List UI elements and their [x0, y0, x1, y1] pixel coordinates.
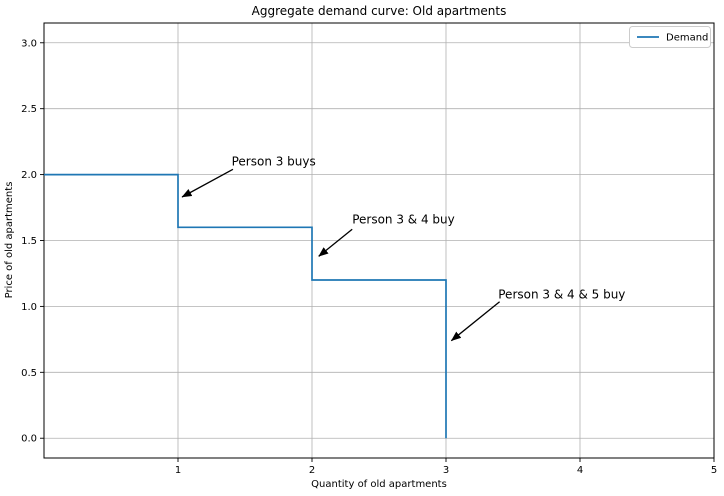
x-tick-label: 4	[577, 465, 583, 476]
annotation-arrow	[450, 301, 501, 342]
ticks-layer: 1 2 3 4 5 0.0 0.5 1.0 1.5 2.0 2.5 3.0	[21, 38, 717, 476]
demand-curve	[44, 173, 447, 439]
y-tick-label: 2.5	[21, 104, 37, 115]
annotation-arrow	[318, 228, 353, 257]
annotation-text: Person 3 & 4 & 5 buy	[498, 288, 625, 302]
y-tick-label: 1.0	[21, 302, 37, 313]
series-layer	[44, 173, 447, 439]
annotation-text: Person 3 & 4 buy	[352, 212, 455, 226]
x-tick-label: 2	[309, 465, 315, 476]
y-tick-label: 2.0	[21, 170, 37, 181]
y-tick-label: 0.5	[21, 368, 37, 379]
annotation-arrow	[181, 168, 234, 198]
y-tick-label: 3.0	[21, 38, 37, 49]
y-tick-label: 1.5	[21, 236, 37, 247]
legend-label: Demand	[666, 33, 708, 44]
x-tick-label: 1	[175, 465, 181, 476]
y-tick-label: 0.0	[21, 434, 37, 445]
legend: Demand	[629, 26, 711, 48]
annotations-layer: Person 3 buys Person 3 & 4 buy Person 3 & …	[181, 154, 625, 342]
x-tick-label: 5	[711, 465, 717, 476]
x-tick-label: 3	[443, 465, 449, 476]
chart-title: Aggregate demand curve: Old apartments	[252, 4, 507, 18]
annotation-text: Person 3 buys	[232, 154, 316, 168]
legend-box	[629, 26, 711, 48]
y-axis-label: Price of old apartments	[4, 182, 15, 299]
x-axis-label: Quantity of old apartments	[311, 479, 447, 490]
